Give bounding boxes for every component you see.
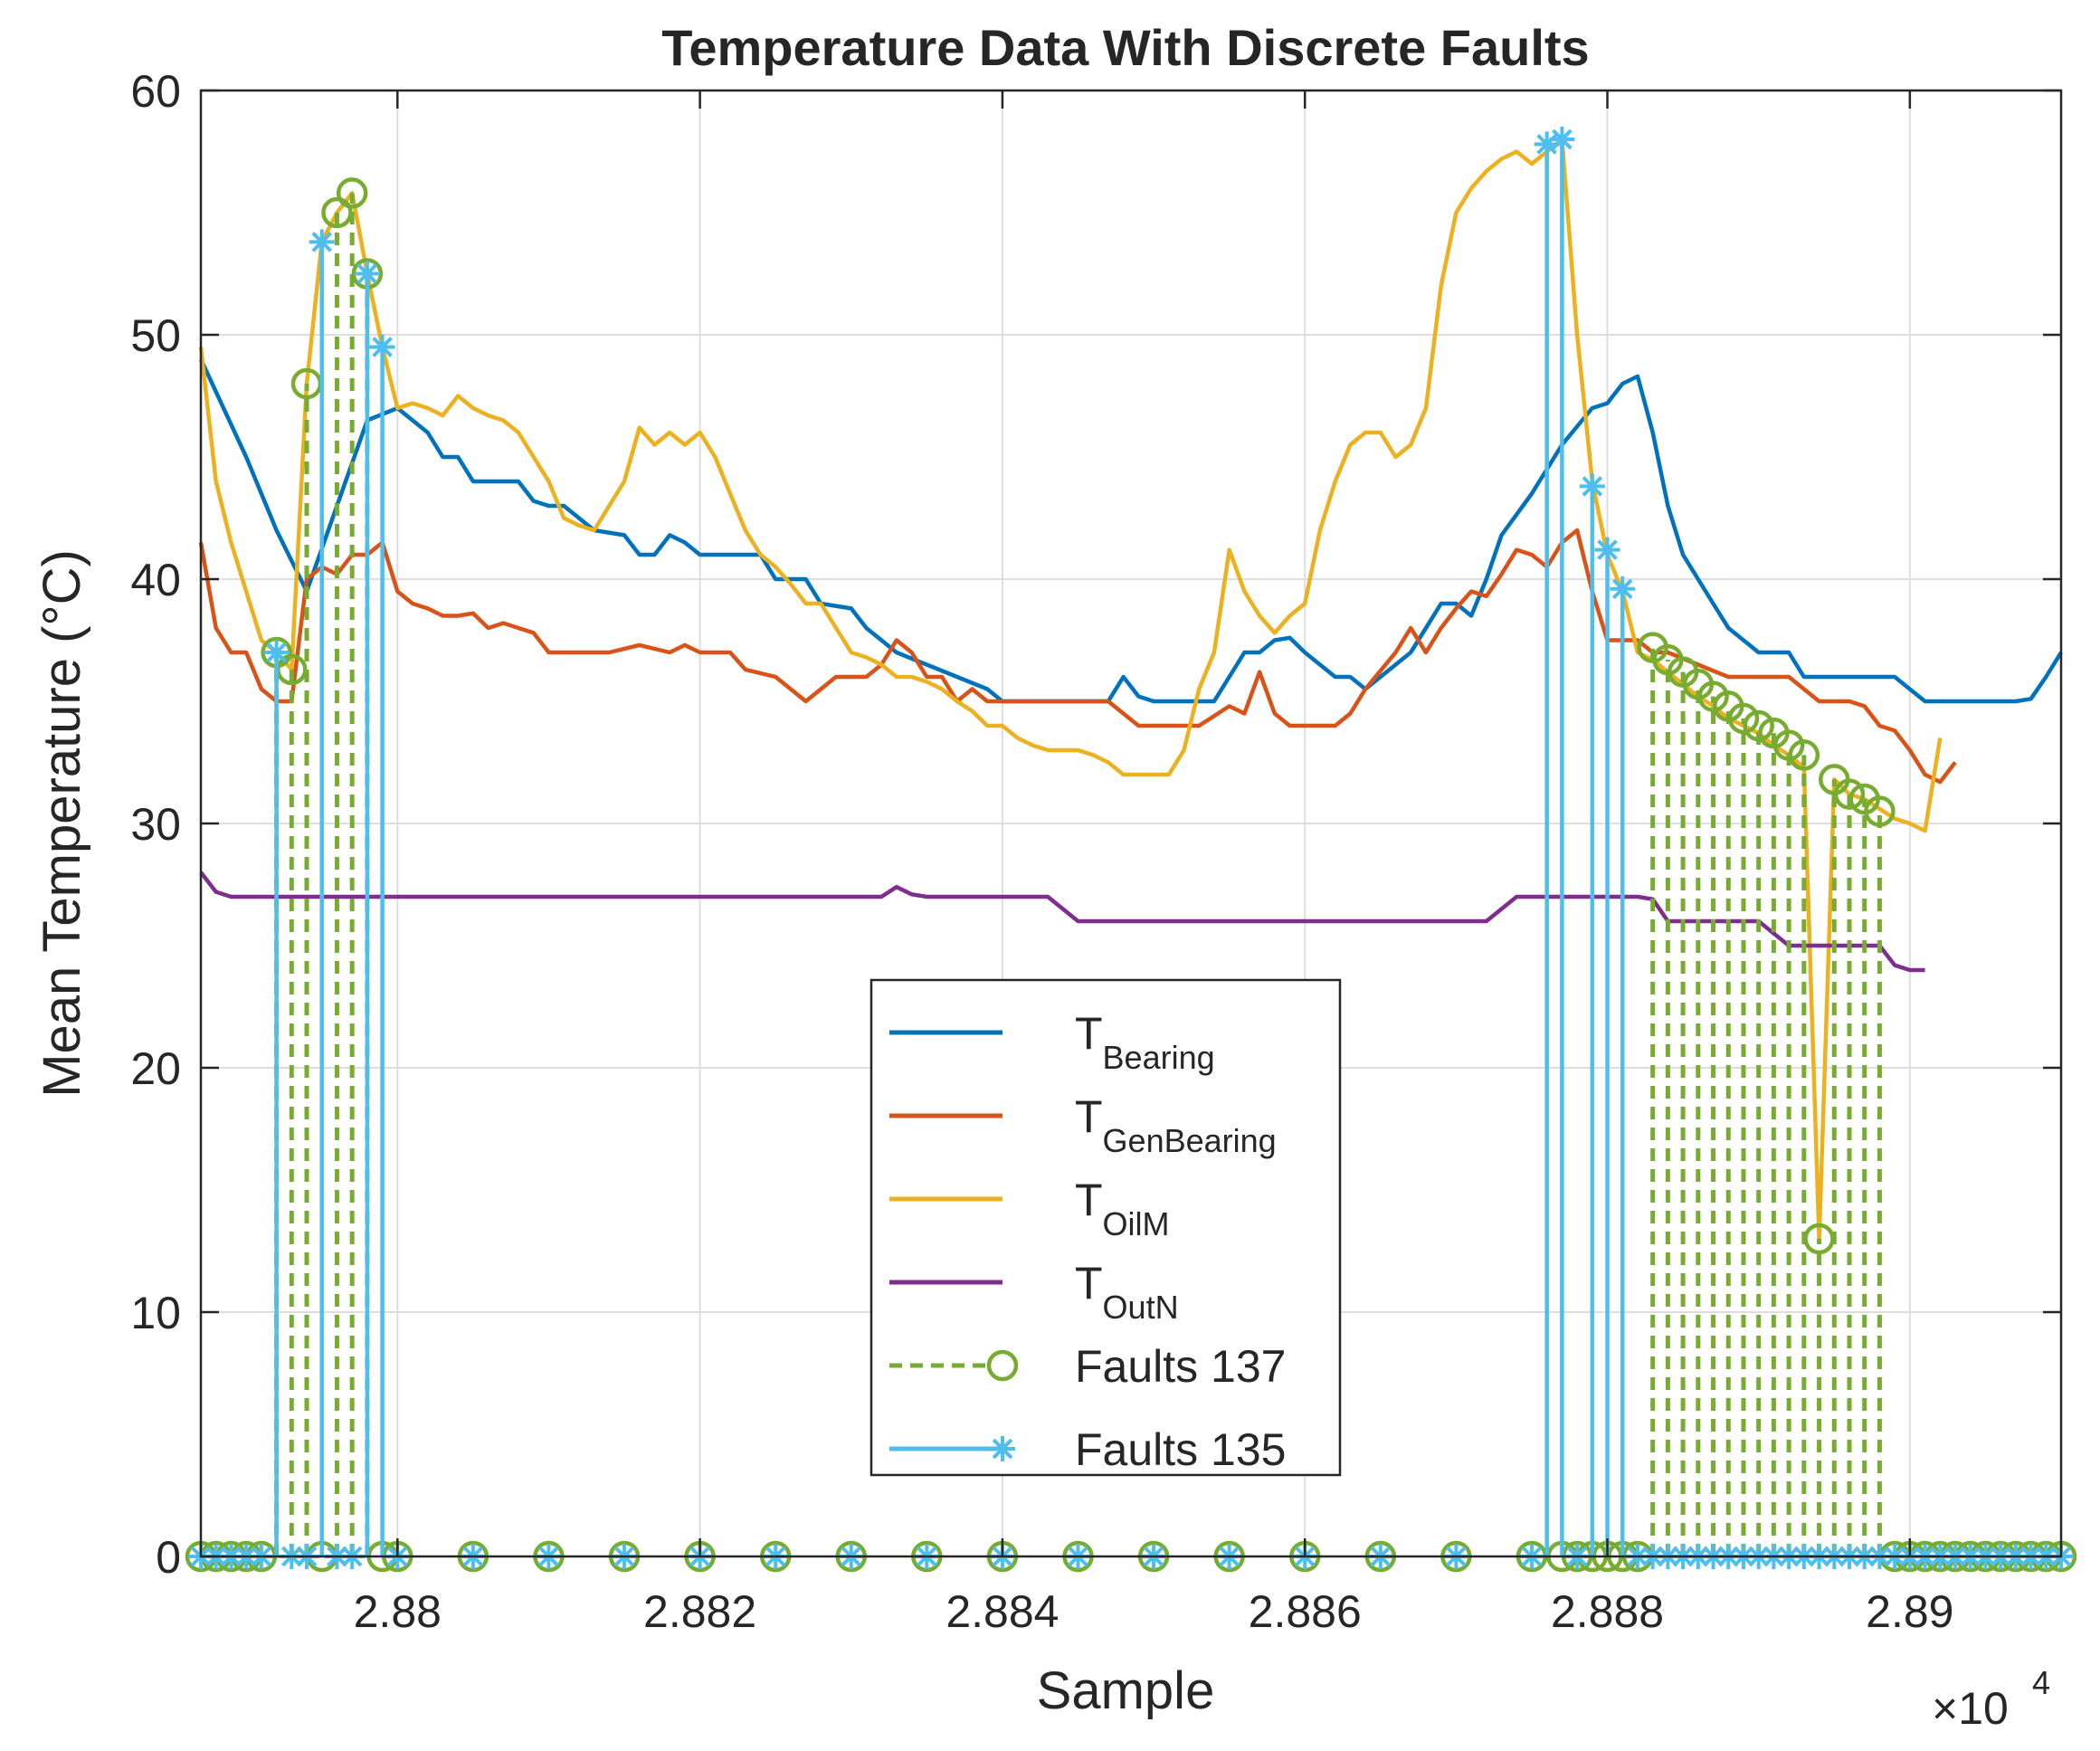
x-tick-label: 2.884 bbox=[945, 1586, 1059, 1637]
y-tick-label: 0 bbox=[156, 1532, 181, 1583]
legend-marker-asterisk bbox=[990, 1436, 1015, 1461]
legend-item: TBearing bbox=[889, 1008, 1215, 1076]
fault-marker-circle bbox=[336, 177, 368, 209]
fault-marker-circle bbox=[1864, 795, 1896, 827]
ticks: 2.88 2.882 2.884 2.886 2.888 2.89 0 10 20 30 40 50 6… bbox=[130, 66, 2061, 1637]
x-tick-label: 2.882 bbox=[643, 1586, 756, 1637]
x-tick-label: 2.888 bbox=[1551, 1586, 1664, 1637]
fault-marker-asterisk bbox=[369, 334, 395, 360]
fault-marker-asterisk bbox=[1579, 473, 1605, 500]
legend-marker-circle bbox=[986, 1349, 1019, 1382]
fault-marker-asterisk bbox=[1549, 127, 1575, 152]
y-tick-label: 20 bbox=[130, 1043, 181, 1094]
fault-marker-asterisk bbox=[309, 229, 335, 255]
y-tick-label: 50 bbox=[130, 310, 181, 361]
fault-marker-circle bbox=[1743, 709, 1774, 742]
legend-label: TOilM bbox=[1075, 1175, 1170, 1242]
y-tick-label: 10 bbox=[130, 1288, 181, 1338]
x-tick-label: 2.88 bbox=[354, 1586, 442, 1637]
x-tick-label: 2.89 bbox=[1866, 1586, 1953, 1637]
legend-label-main: Faults 137 bbox=[1075, 1341, 1286, 1392]
x-exponent: ×10 4 bbox=[1932, 1664, 2050, 1734]
y-axis-label: Mean Temperature (°C) bbox=[33, 549, 91, 1098]
y-tick-label: 30 bbox=[130, 799, 181, 850]
y-tick-label: 40 bbox=[130, 555, 181, 605]
legend-label: TGenBearing bbox=[1075, 1091, 1277, 1159]
legend-label-subscript: Bearing bbox=[1103, 1039, 1215, 1076]
chart-title: Temperature Data With Discrete Faults bbox=[661, 19, 1589, 76]
series-line bbox=[198, 528, 1957, 785]
fault-marker-asterisk bbox=[1594, 537, 1620, 563]
legend-label-subscript: OilM bbox=[1103, 1205, 1170, 1242]
fault-marker-circle bbox=[1833, 778, 1866, 810]
legend-box bbox=[869, 978, 1342, 1477]
fault-marker-asterisk bbox=[354, 261, 380, 287]
x-axis-label: Sample bbox=[1037, 1661, 1215, 1720]
legend-label-main: T bbox=[1075, 1175, 1103, 1225]
fault-marker-asterisk bbox=[263, 640, 290, 665]
legend-label-main: Faults 135 bbox=[1075, 1424, 1286, 1475]
legend-label-main: T bbox=[1075, 1008, 1103, 1059]
series-t-genbearing bbox=[198, 528, 1957, 785]
x-tick-label: 2.886 bbox=[1249, 1586, 1362, 1637]
y-tick-label: 60 bbox=[130, 66, 181, 117]
legend-label: Faults 135 bbox=[1075, 1424, 1286, 1475]
legend-label-main: T bbox=[1075, 1258, 1103, 1308]
fault-marker-circle bbox=[1727, 702, 1760, 735]
x-exponent-base: ×10 bbox=[1932, 1683, 2009, 1734]
fault-marker-asterisk bbox=[1610, 576, 1636, 602]
legend-label: Faults 137 bbox=[1075, 1341, 1286, 1392]
legend-label-subscript: OutN bbox=[1103, 1289, 1179, 1326]
series-t-outn bbox=[199, 871, 1925, 973]
fault-marker-circle bbox=[1788, 739, 1820, 771]
legend-item: Faults 135 bbox=[889, 1424, 1286, 1475]
legend-item: Faults 137 bbox=[889, 1341, 1286, 1392]
legend-item: TOilM bbox=[889, 1175, 1170, 1242]
legend-label-main: T bbox=[1075, 1091, 1103, 1142]
x-exponent-power: 4 bbox=[2032, 1664, 2050, 1701]
legend-label: TBearing bbox=[1075, 1008, 1215, 1076]
legend-item: TGenBearing bbox=[889, 1091, 1277, 1159]
series-line bbox=[199, 871, 1925, 973]
legend-label-subscript: GenBearing bbox=[1103, 1122, 1277, 1159]
legend-label: TOutN bbox=[1075, 1258, 1179, 1326]
legend-item: TOutN bbox=[889, 1258, 1179, 1326]
